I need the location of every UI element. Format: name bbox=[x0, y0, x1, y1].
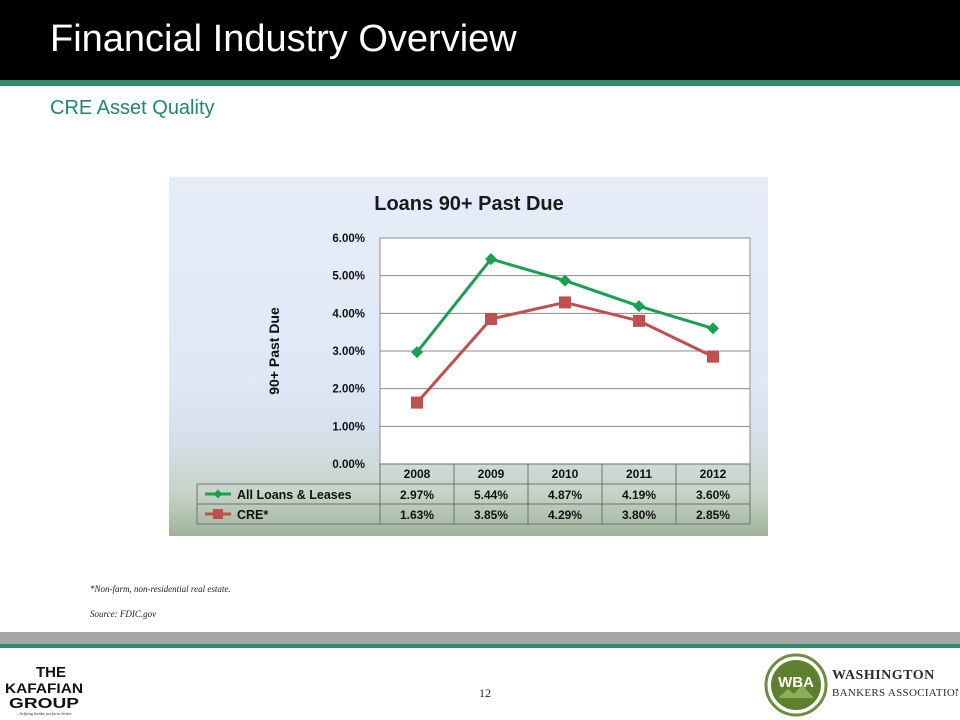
data-table-value: 4.87% bbox=[548, 488, 582, 502]
y-axis-title: 90+ Past Due bbox=[266, 307, 282, 395]
data-point bbox=[633, 314, 645, 327]
y-tick-label: 4.00% bbox=[332, 308, 365, 320]
y-tick-label: 1.00% bbox=[332, 421, 365, 433]
kafafian-group-logo: THE KAFAFIAN GROUP ...helping banks perf… bbox=[5, 664, 83, 716]
line-chart: Loans 90+ Past Due 0.00% 1.00% 2.00% 3.00% 4.… bbox=[196, 193, 751, 525]
legend-label: All Loans & Leases bbox=[237, 488, 352, 502]
data-point bbox=[707, 350, 719, 363]
data-point bbox=[411, 396, 423, 409]
data-table-value: 3.85% bbox=[474, 508, 508, 522]
data-table-value: 5.44% bbox=[474, 488, 508, 502]
legend-label: CRE* bbox=[237, 508, 268, 522]
page-title: Financial Industry Overview bbox=[50, 18, 517, 60]
y-tick-label: 0.00% bbox=[332, 459, 365, 471]
y-tick-label: 6.00% bbox=[332, 233, 365, 245]
header-bar: Financial Industry Overview bbox=[0, 0, 960, 80]
data-table-value: 3.80% bbox=[622, 508, 656, 522]
x-tick-label: 2012 bbox=[700, 467, 727, 481]
page-number: 12 bbox=[479, 686, 491, 700]
y-tick-label: 2.00% bbox=[332, 384, 365, 396]
y-tick-label: 5.00% bbox=[332, 271, 365, 283]
footnote-source: Source: FDIC.gov bbox=[90, 609, 157, 619]
logo-tagline: ...helping banks perform better bbox=[16, 711, 72, 716]
footer-grey-band bbox=[0, 632, 960, 644]
legend-marker bbox=[213, 489, 223, 499]
x-tick-label: 2009 bbox=[478, 467, 505, 481]
wba-logo: WBA WASHINGTON BANKERS ASSOCIATION bbox=[764, 653, 958, 717]
wba-name-line1: WASHINGTON bbox=[832, 668, 935, 683]
data-point bbox=[707, 322, 719, 335]
legend-marker bbox=[213, 509, 223, 519]
x-tick-label: 2011 bbox=[626, 467, 652, 481]
footnote-definition: *Non-farm, non-residential real estate. bbox=[90, 584, 231, 594]
chart-title: Loans 90+ Past Due bbox=[374, 193, 564, 215]
data-table-value: 4.19% bbox=[622, 488, 656, 502]
data-point bbox=[559, 274, 571, 287]
data-point bbox=[411, 346, 423, 359]
logo-text-the: THE bbox=[36, 664, 66, 681]
footnotes: *Non-farm, non-residential real estate. … bbox=[90, 584, 231, 634]
data-table-value: 2.85% bbox=[696, 508, 730, 522]
wba-monogram: WBA bbox=[778, 674, 814, 691]
logo-text-group: GROUP bbox=[9, 695, 79, 712]
x-tick-label: 2010 bbox=[552, 467, 579, 481]
data-table-value: 2.97% bbox=[400, 488, 434, 502]
data-point bbox=[559, 296, 571, 309]
x-tick-label: 2008 bbox=[404, 467, 431, 481]
data-table-value: 1.63% bbox=[400, 508, 434, 522]
chart-panel: Loans 90+ Past Due 0.00% 1.00% 2.00% 3.00% 4.… bbox=[169, 177, 768, 536]
data-table-value: 3.60% bbox=[696, 488, 730, 502]
logo-text-kafafian: KAFAFIAN bbox=[5, 680, 83, 696]
data-point bbox=[485, 253, 497, 266]
data-table-value: 4.29% bbox=[548, 508, 582, 522]
wba-name-line2: BANKERS ASSOCIATION bbox=[832, 687, 958, 699]
header-rule bbox=[0, 80, 960, 86]
y-tick-label: 3.00% bbox=[332, 346, 365, 358]
page-subtitle: CRE Asset Quality bbox=[50, 97, 215, 119]
footer-green-band bbox=[0, 644, 960, 648]
data-point bbox=[485, 312, 497, 325]
wba-mountain-icon bbox=[778, 685, 814, 698]
data-point bbox=[633, 300, 645, 313]
